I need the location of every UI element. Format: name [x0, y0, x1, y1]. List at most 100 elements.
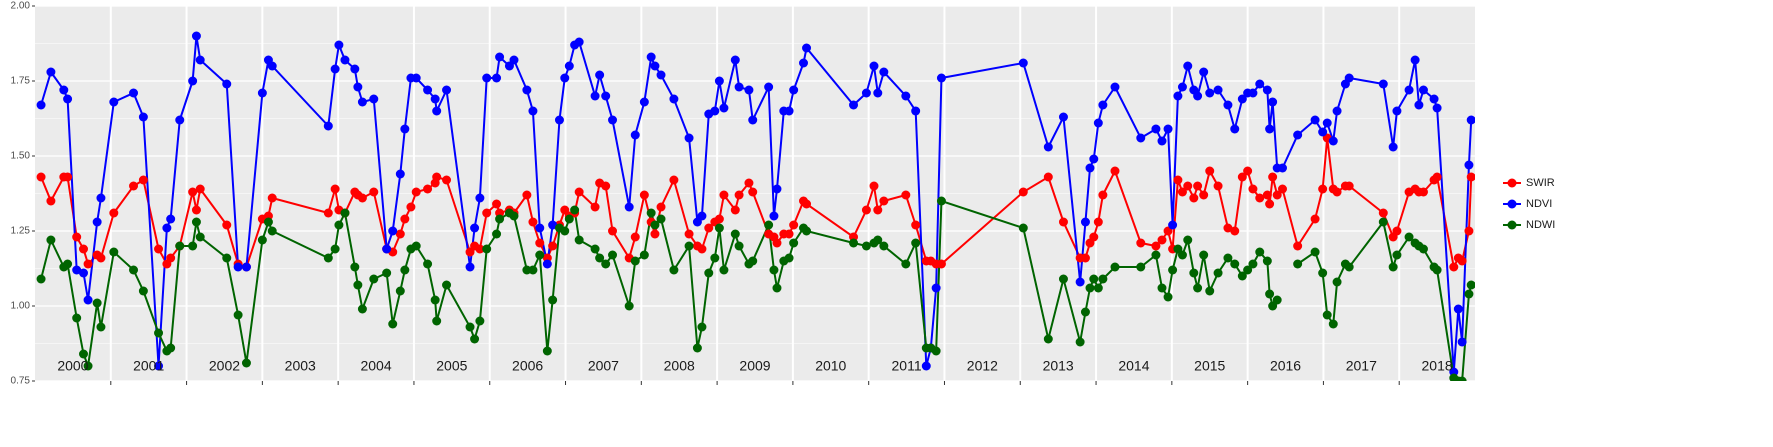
point [595, 70, 605, 80]
point [222, 253, 232, 263]
point [936, 259, 946, 269]
y-tick-label: 2.00 [11, 1, 31, 12]
point [608, 115, 618, 125]
point [748, 187, 758, 197]
point [1255, 79, 1265, 89]
point [1213, 85, 1223, 95]
point [63, 172, 73, 182]
point [495, 52, 505, 62]
x-tick-label: 2006 [512, 358, 543, 374]
point [1043, 142, 1053, 152]
point [931, 346, 941, 356]
point [154, 361, 164, 371]
point [92, 217, 102, 227]
point [595, 253, 605, 263]
point [1230, 124, 1240, 134]
point [931, 283, 941, 293]
point [608, 226, 618, 236]
point [1205, 286, 1215, 296]
point [1318, 268, 1328, 278]
point [936, 196, 946, 206]
point [423, 85, 433, 95]
point [1453, 304, 1463, 314]
point [639, 97, 649, 107]
point [465, 262, 475, 272]
x-tick-label: 2010 [815, 358, 846, 374]
point [911, 238, 921, 248]
point [369, 187, 379, 197]
point [1248, 259, 1258, 269]
point [535, 223, 545, 233]
point [849, 238, 859, 248]
point [241, 358, 251, 368]
point [1075, 277, 1085, 287]
point [684, 229, 694, 239]
point [400, 124, 410, 134]
point [1414, 100, 1424, 110]
point [475, 316, 485, 326]
point [188, 76, 198, 86]
point [175, 241, 185, 251]
x-tick-label: 2004 [360, 358, 391, 374]
legend-label: SWIR [1526, 177, 1555, 189]
point [522, 190, 532, 200]
point [1173, 91, 1183, 101]
point [400, 214, 410, 224]
point [36, 172, 46, 182]
point [432, 172, 442, 182]
point [1080, 253, 1090, 263]
point [96, 253, 106, 263]
y-tick-label: 0.75 [11, 376, 31, 387]
point [1177, 187, 1187, 197]
point [411, 241, 421, 251]
point [388, 226, 398, 236]
point [772, 283, 782, 293]
point [564, 61, 574, 71]
point [1085, 283, 1095, 293]
point [528, 265, 538, 275]
point [624, 202, 634, 212]
point [36, 274, 46, 284]
point [1272, 295, 1282, 305]
point [1262, 85, 1272, 95]
point [1213, 181, 1223, 191]
point [646, 208, 656, 218]
point [1392, 250, 1402, 260]
point [1189, 268, 1199, 278]
point [1199, 250, 1209, 260]
point [769, 211, 779, 221]
point [330, 244, 340, 254]
point [1410, 55, 1420, 65]
point [1199, 190, 1209, 200]
point [528, 217, 538, 227]
point [1418, 85, 1428, 95]
point [1163, 124, 1173, 134]
point [548, 220, 558, 230]
point [1018, 58, 1028, 68]
point [334, 220, 344, 230]
point [1344, 73, 1354, 83]
point [432, 316, 442, 326]
point [129, 88, 139, 98]
point [1265, 289, 1275, 299]
point [92, 298, 102, 308]
point [1043, 172, 1053, 182]
point [560, 226, 570, 236]
point [650, 229, 660, 239]
point [710, 253, 720, 263]
point [574, 187, 584, 197]
point [340, 208, 350, 218]
point [1223, 223, 1233, 233]
point [388, 319, 398, 329]
point [719, 103, 729, 113]
point [1262, 256, 1272, 266]
point [535, 238, 545, 248]
x-tick-label: 2016 [1270, 358, 1301, 374]
point [1223, 253, 1233, 263]
point [323, 253, 333, 263]
point [1310, 115, 1320, 125]
point [730, 55, 740, 65]
point [656, 214, 666, 224]
point [639, 190, 649, 200]
point [1328, 319, 1338, 329]
